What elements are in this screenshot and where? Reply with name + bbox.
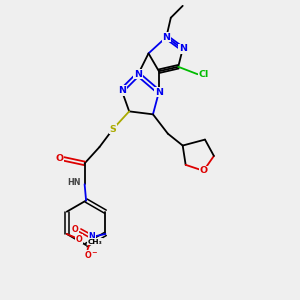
- Text: CH₃: CH₃: [88, 239, 102, 245]
- Text: N: N: [162, 33, 170, 42]
- Text: O: O: [76, 235, 83, 244]
- Text: O: O: [71, 225, 78, 234]
- Text: −: −: [91, 250, 97, 256]
- Text: N: N: [155, 88, 163, 97]
- Text: O: O: [55, 154, 63, 164]
- Text: Cl: Cl: [198, 70, 208, 79]
- Text: N: N: [134, 70, 142, 79]
- Text: HN: HN: [68, 178, 81, 187]
- Text: N: N: [89, 232, 95, 242]
- Text: S: S: [110, 125, 116, 134]
- Text: O: O: [200, 166, 208, 175]
- Text: N: N: [118, 86, 126, 95]
- Text: N: N: [179, 44, 187, 53]
- Text: O: O: [85, 251, 92, 260]
